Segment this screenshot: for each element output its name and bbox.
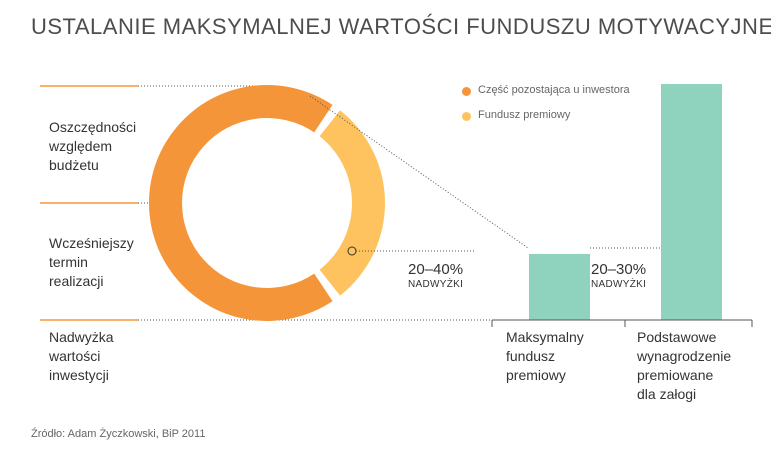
pie-percent-label: 20–40%	[408, 261, 464, 278]
bar-label-2-line-3: premiowane	[637, 367, 714, 383]
bar-label-2-line-1: Podstawowe	[637, 329, 717, 345]
left-label-3: Nadwyżka wartości inwestycji	[49, 328, 114, 385]
bar-2	[661, 84, 722, 320]
bar-1	[529, 253, 590, 320]
bar-label-2-line-4: dla załogi	[637, 386, 697, 402]
donut-chart	[149, 85, 385, 321]
bar-chart	[529, 84, 722, 320]
legend-label-premium: Fundusz premiowy	[478, 109, 571, 121]
left-label-3-line-2: wartości	[49, 348, 101, 364]
pie-percent-caption: NADWYŻKI	[408, 279, 464, 290]
bar-percent-label: 20–30%	[591, 261, 647, 278]
bar-label-1-line-2: fundusz	[506, 348, 556, 364]
connector-top	[309, 95, 529, 249]
left-label-3-line-1: Nadwyżka	[49, 329, 114, 345]
bar-label-1-line-3: premiowy	[506, 367, 566, 383]
left-label-3-line-3: inwestycji	[49, 367, 109, 383]
donut-slice-investor	[149, 85, 333, 321]
legend-dot-investor	[462, 87, 471, 96]
legend-label-investor: Część pozostająca u inwestora	[478, 84, 630, 96]
donut-slice-premium	[319, 110, 385, 296]
pie-marker	[347, 246, 357, 256]
left-label-2-line-3: realizacji	[49, 273, 104, 289]
legend-dot-premium	[462, 112, 471, 121]
left-label-1-line-3: budżetu	[49, 157, 99, 173]
left-label-2-line-1: Wcześniejszy	[49, 235, 134, 251]
left-label-1-line-2: względem	[49, 138, 113, 154]
left-label-1-line-1: Oszczędności	[49, 119, 137, 135]
bar-label-1: Maksymalny fundusz premiowy	[506, 328, 584, 385]
chart-title: USTALANIE MAKSYMALNEJ WARTOŚCI FUNDUSZU …	[31, 14, 771, 39]
left-label-2-line-2: termin	[49, 254, 88, 270]
bar-label-2-line-2: wynagrodzenie	[637, 348, 732, 364]
bar-label-1-line-1: Maksymalny	[506, 329, 584, 345]
bar-label-2: Podstawowe wynagrodzenie premiowane dla …	[637, 328, 731, 404]
bar-percent-caption: NADWYŻKI	[591, 279, 647, 290]
left-label-2: Wcześniejszy termin realizacji	[49, 234, 134, 291]
source-note: Źródło: Adam Życzkowski, BiP 2011	[31, 428, 206, 440]
left-label-1: Oszczędności względem budżetu	[49, 118, 136, 175]
